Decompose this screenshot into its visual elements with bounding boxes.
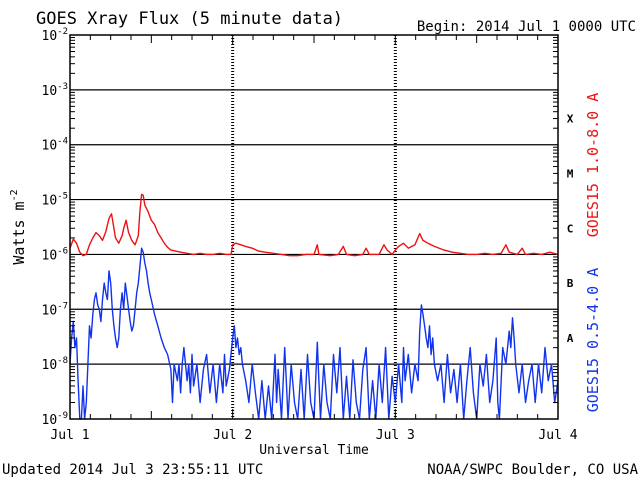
y-tick-label: 10-2: [42, 27, 69, 44]
series-line-short: [69, 247, 559, 420]
y-tick-label: 10-4: [42, 137, 69, 154]
flare-class-label: A: [567, 332, 574, 345]
x-tick-label: Jul 3: [376, 428, 415, 443]
series-line-long: [69, 193, 559, 257]
x-tick-label: Jul 2: [213, 428, 252, 443]
legend-long-channel: GOES15 1.0-8.0 A: [584, 93, 602, 238]
y-tick-label: 10-3: [42, 82, 69, 99]
label-layer: 10-9 10-8 10-7 10-6 10-5 10-4 10-3 10-2 Jul 1 Jul…: [42, 27, 578, 443]
flare-class-label: C: [567, 222, 574, 235]
plot-frame: [69, 34, 559, 420]
y-tick-label: 10-7: [42, 301, 69, 318]
y-axis-label: Watts m-2: [9, 189, 28, 264]
begin-timestamp: Begin: 2014 Jul 1 0000 UTC: [417, 19, 636, 35]
y-tick-label: 10-6: [42, 246, 69, 263]
tick-layer: [69, 35, 559, 419]
legend-short-channel: GOES15 0.5-4.0 A: [584, 268, 602, 413]
x-axis-label: Universal Time: [259, 443, 369, 458]
flare-class-label: M: [567, 167, 574, 180]
x-tick-label: Jul 4: [538, 428, 577, 443]
series-layer: [69, 193, 559, 420]
credit-text: NOAA/SWPC Boulder, CO USA: [427, 462, 638, 478]
flare-class-label: B: [567, 277, 574, 290]
updated-timestamp: Updated 2014 Jul 3 23:55:11 UTC: [2, 462, 263, 478]
flare-class-label: X: [567, 113, 574, 126]
y-tick-label: 10-9: [42, 411, 69, 428]
x-tick-label: Jul 1: [50, 428, 89, 443]
y-tick-label: 10-5: [42, 192, 69, 209]
grid-layer: [70, 35, 558, 419]
chart-title: GOES Xray Flux (5 minute data): [36, 9, 343, 29]
y-tick-label: 10-8: [42, 356, 69, 373]
